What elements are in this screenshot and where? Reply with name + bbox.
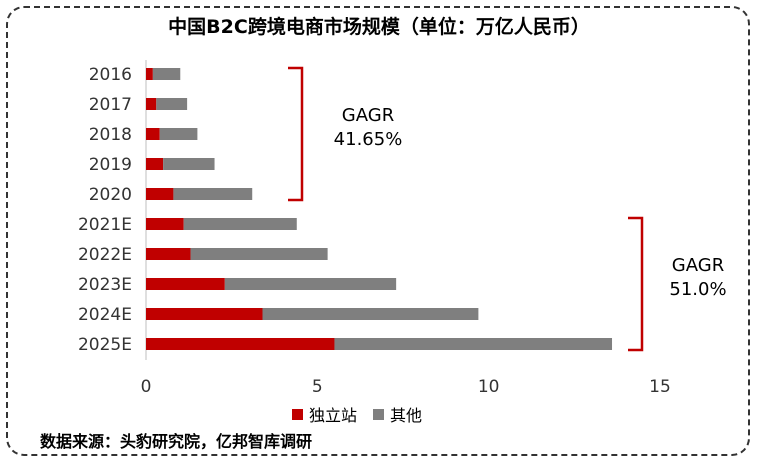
- category-label: 2021E: [78, 215, 132, 235]
- bar-other: [190, 248, 328, 260]
- bar-independent-site: [146, 188, 174, 200]
- data-source-note: 数据来源：头豹研究院，亿邦智库调研: [40, 432, 313, 451]
- category-label: 2025E: [78, 335, 132, 355]
- bar-other: [262, 308, 479, 320]
- bar-independent-site: [146, 278, 225, 290]
- gagr-annotation-2016-2020: GAGR 41.65%: [318, 104, 418, 152]
- bar-independent-site: [146, 98, 157, 110]
- category-label: 2017: [89, 95, 132, 115]
- bar-independent-site: [146, 248, 191, 260]
- bar-independent-site: [146, 68, 153, 80]
- gagr-value: 41.65%: [333, 129, 403, 150]
- category-label: 2023E: [78, 275, 132, 295]
- x-tick-label: 0: [141, 377, 152, 397]
- gagr-bracket: [628, 216, 644, 352]
- bar-independent-site: [146, 308, 263, 320]
- bar-other: [159, 128, 198, 140]
- bar-other: [224, 278, 397, 290]
- category-label: 2022E: [78, 245, 132, 265]
- legend: 独立站 其他: [292, 402, 432, 426]
- category-label: 2018: [89, 125, 132, 145]
- gagr-bracket: [288, 66, 304, 202]
- chart-frame: [6, 6, 750, 456]
- bar-independent-site: [146, 128, 160, 140]
- bar-independent-site: [146, 218, 184, 230]
- category-label: 2024E: [78, 305, 132, 325]
- x-tick-label: 5: [312, 377, 323, 397]
- category-label: 2016: [89, 65, 132, 85]
- gagr-annotation-2021e-2025e: GAGR 51.0%: [648, 254, 748, 302]
- legend-swatch-independent-site: [292, 408, 303, 420]
- x-tick-label: 10: [478, 377, 500, 397]
- bar-other: [156, 98, 188, 110]
- legend-swatch-other: [373, 408, 385, 420]
- bar-other: [163, 158, 215, 170]
- bar-independent-site: [146, 158, 164, 170]
- bar-other: [152, 68, 181, 80]
- bar-other: [183, 218, 297, 230]
- gagr-label: GAGR: [341, 105, 395, 126]
- category-label: 2020: [89, 185, 132, 205]
- chart-title: 中国B2C跨境电商市场规模（单位：万亿人民币）: [168, 16, 590, 38]
- category-label: 2019: [89, 155, 132, 175]
- bar-other: [334, 338, 613, 350]
- gagr-label: GAGR: [671, 255, 725, 276]
- gagr-value: 51.0%: [669, 279, 727, 300]
- x-tick-label: 15: [649, 377, 671, 397]
- legend-label-independent-site: 独立站: [309, 406, 358, 425]
- bar-other: [173, 188, 253, 200]
- legend-label-other: 其他: [390, 406, 423, 425]
- bar-independent-site: [146, 338, 335, 350]
